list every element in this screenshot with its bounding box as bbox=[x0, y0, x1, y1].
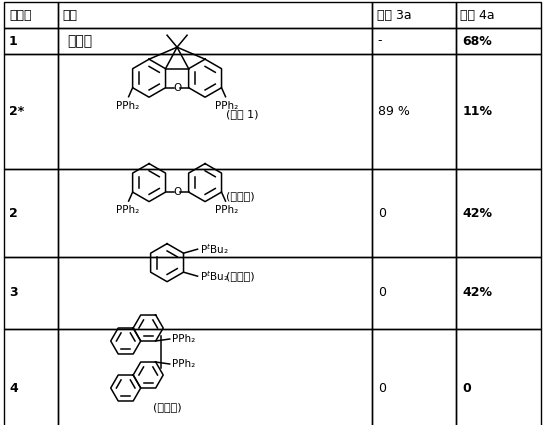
Text: (对比例): (对比例) bbox=[153, 402, 181, 412]
Bar bbox=[372, 54, 456, 169]
Text: 89 %: 89 % bbox=[378, 105, 410, 118]
Text: (配体 1): (配体 1) bbox=[226, 109, 258, 119]
Text: P$^t$Bu₂: P$^t$Bu₂ bbox=[199, 269, 228, 283]
Text: 68%: 68% bbox=[462, 34, 492, 48]
Text: PPh₂: PPh₂ bbox=[172, 334, 195, 344]
Text: -: - bbox=[378, 34, 383, 48]
Bar bbox=[58, 257, 372, 329]
Bar bbox=[4, 54, 58, 169]
Text: PPh₂: PPh₂ bbox=[215, 205, 238, 215]
Text: 0: 0 bbox=[378, 207, 386, 219]
Text: 实施例: 实施例 bbox=[9, 8, 32, 22]
Text: PPh₂: PPh₂ bbox=[215, 101, 238, 110]
Text: 产率 4a: 产率 4a bbox=[460, 8, 495, 22]
Bar bbox=[4, 28, 58, 54]
Text: P$^t$Bu₂: P$^t$Bu₂ bbox=[199, 242, 228, 256]
Bar bbox=[4, 329, 58, 425]
Text: 1: 1 bbox=[9, 34, 18, 48]
Text: 4: 4 bbox=[9, 382, 18, 394]
Bar bbox=[456, 2, 541, 28]
Text: PPh₂: PPh₂ bbox=[116, 205, 139, 215]
Bar bbox=[4, 2, 58, 28]
Bar bbox=[58, 54, 372, 169]
Text: PPh₂: PPh₂ bbox=[116, 101, 139, 110]
Bar bbox=[372, 329, 456, 425]
Text: 0: 0 bbox=[378, 286, 386, 300]
Text: 42%: 42% bbox=[462, 207, 492, 219]
Text: 11%: 11% bbox=[462, 105, 492, 118]
Text: 0: 0 bbox=[462, 382, 471, 394]
Bar bbox=[58, 329, 372, 425]
Text: 42%: 42% bbox=[462, 286, 492, 300]
Bar bbox=[456, 169, 541, 257]
Bar bbox=[4, 169, 58, 257]
Bar bbox=[372, 169, 456, 257]
Text: (对比例): (对比例) bbox=[226, 191, 255, 201]
Text: 2: 2 bbox=[9, 207, 18, 219]
Text: O: O bbox=[173, 83, 181, 93]
Text: O: O bbox=[173, 187, 181, 197]
Text: 产率 3a: 产率 3a bbox=[377, 8, 411, 22]
Text: 0: 0 bbox=[378, 382, 386, 394]
Text: 无配体: 无配体 bbox=[68, 34, 93, 48]
Bar bbox=[4, 257, 58, 329]
Bar bbox=[58, 2, 372, 28]
Bar bbox=[58, 28, 372, 54]
Text: PPh₂: PPh₂ bbox=[172, 359, 195, 369]
Bar bbox=[456, 257, 541, 329]
Text: (对比例): (对比例) bbox=[226, 271, 255, 281]
Bar bbox=[372, 28, 456, 54]
Text: 3: 3 bbox=[9, 286, 17, 300]
Bar bbox=[456, 329, 541, 425]
Bar bbox=[456, 28, 541, 54]
Bar bbox=[456, 54, 541, 169]
Bar bbox=[372, 2, 456, 28]
Bar bbox=[58, 169, 372, 257]
Text: 2*: 2* bbox=[9, 105, 24, 118]
Text: 配体: 配体 bbox=[63, 8, 78, 22]
Bar bbox=[372, 257, 456, 329]
